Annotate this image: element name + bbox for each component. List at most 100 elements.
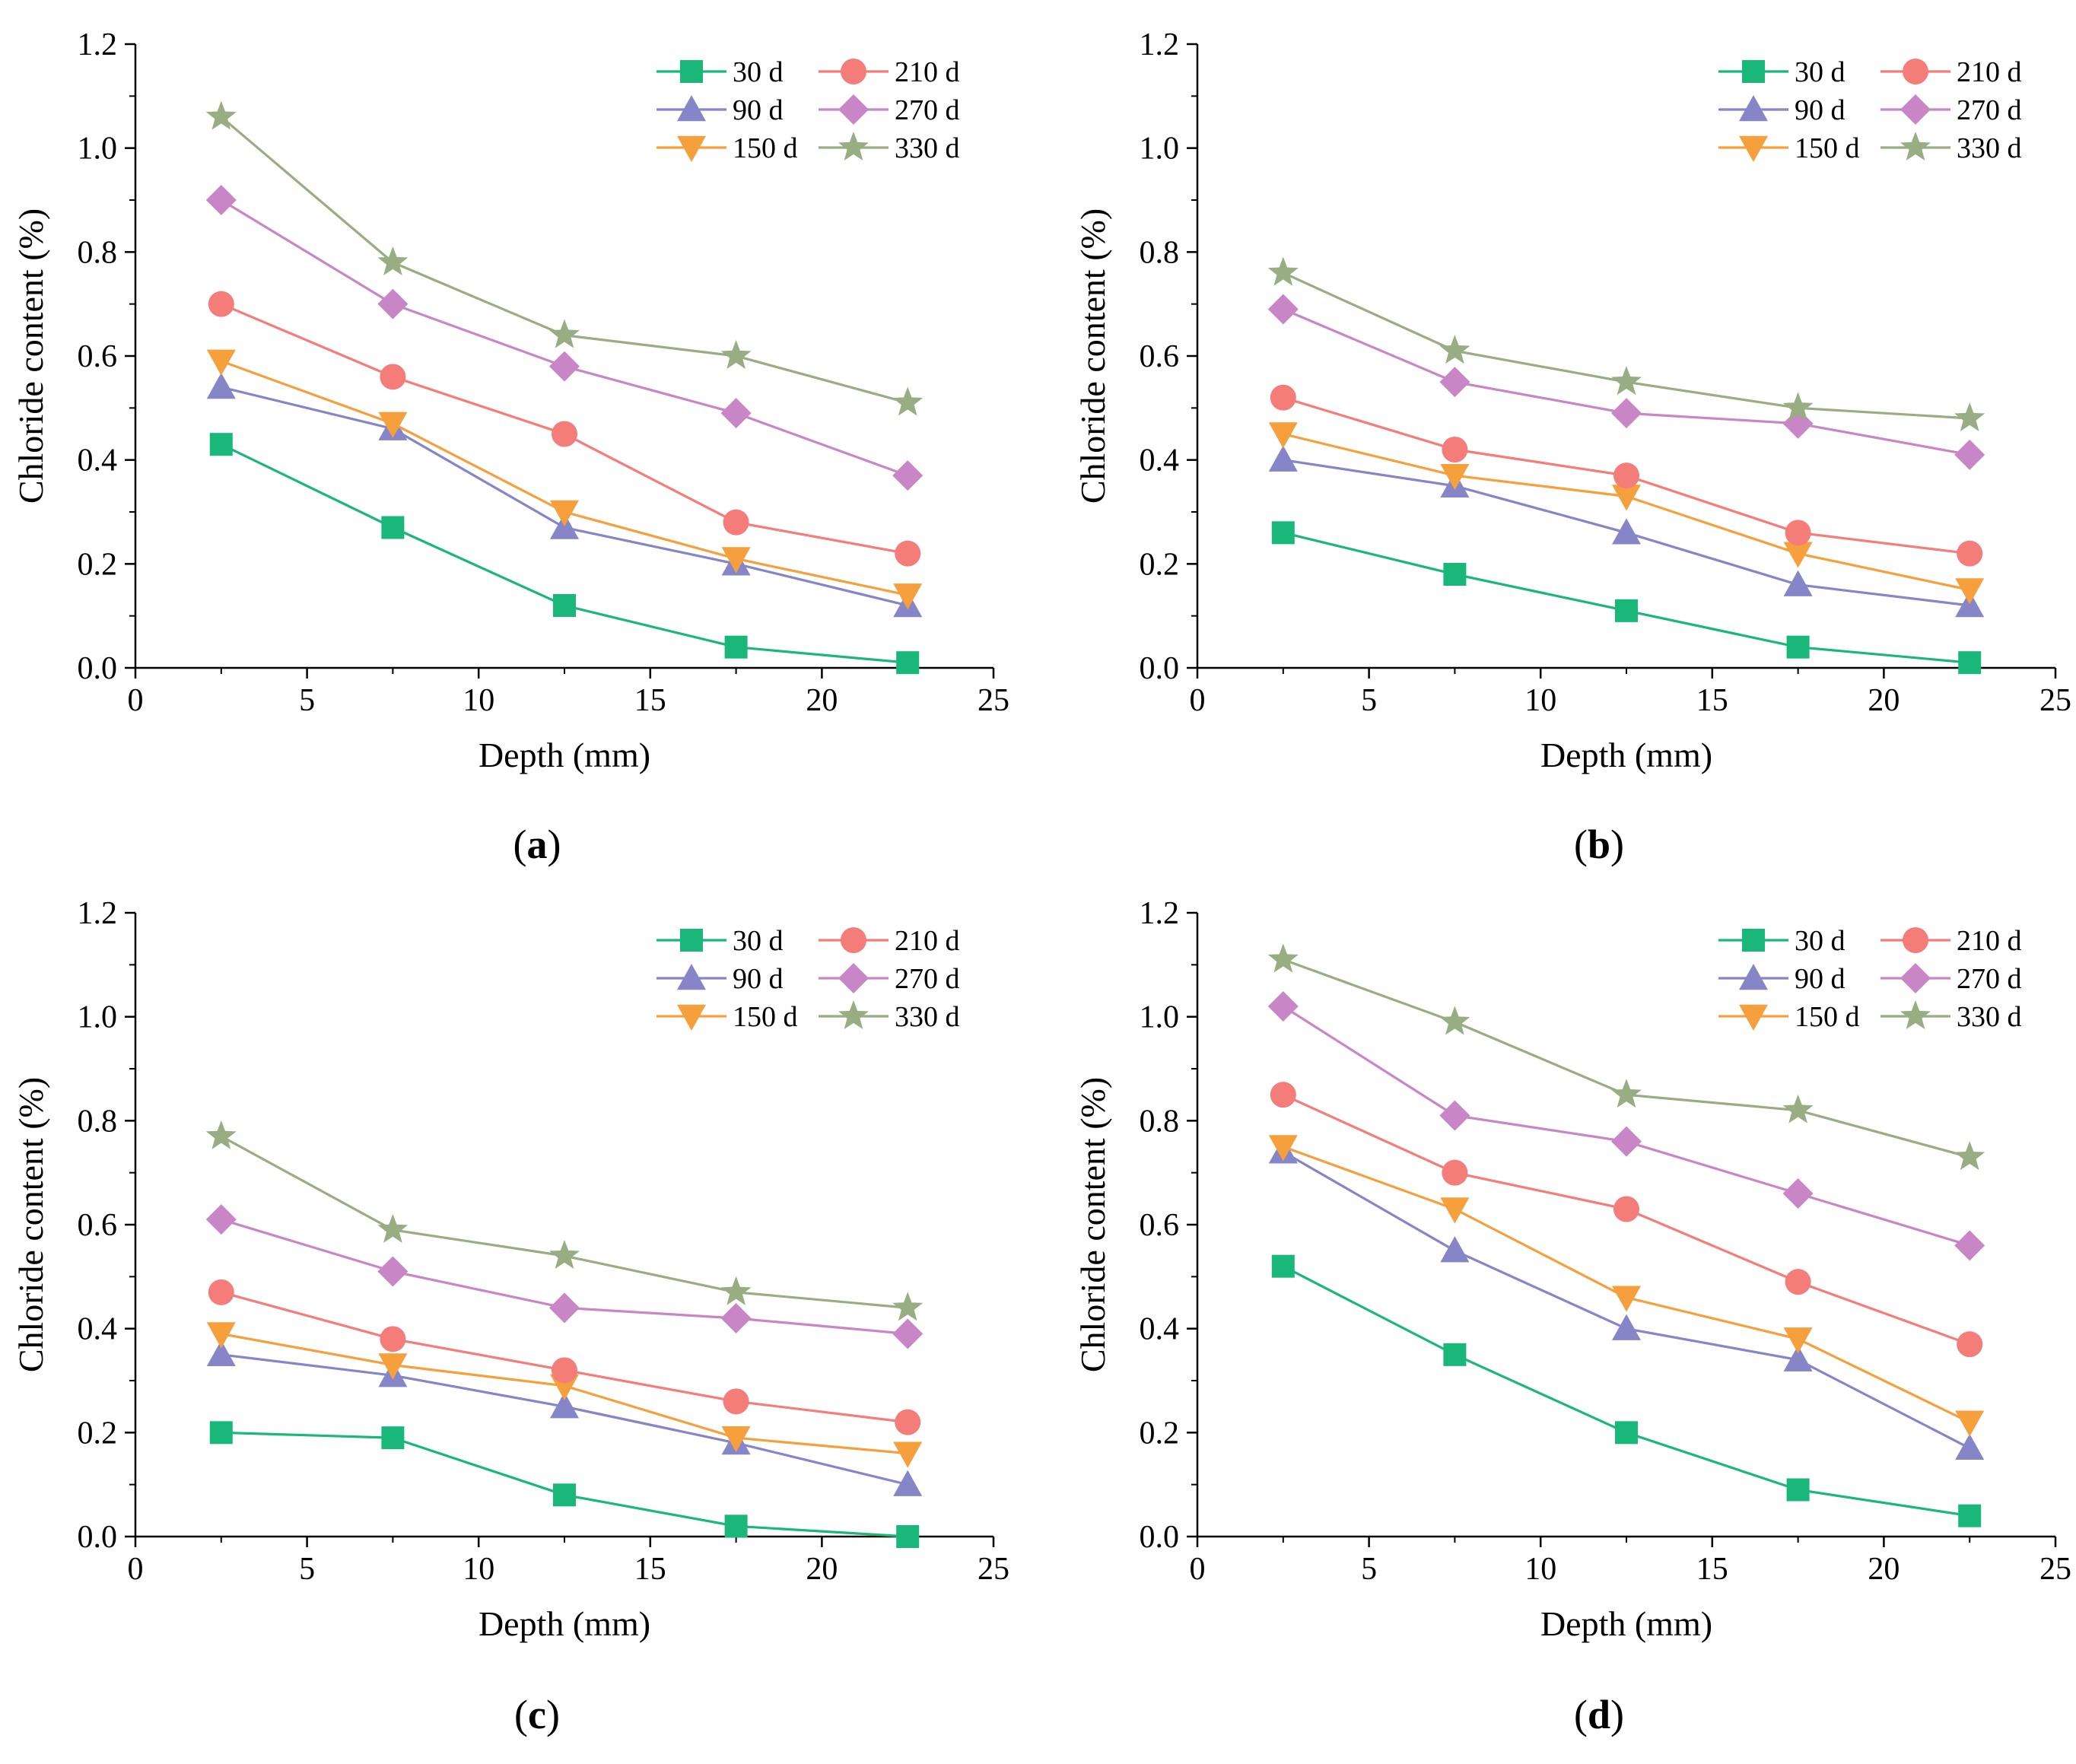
panel-label-open: ( xyxy=(1574,1692,1588,1737)
y-tick-label: 1.0 xyxy=(78,132,118,167)
chart-panel-d: 0 5 10 15 20 25 0.0 0.2 0.4 0.6 0.8 1.0 1.2 Depth (mm… xyxy=(1073,896,2071,1643)
y-tick-label: 0.2 xyxy=(78,1416,118,1451)
x-axis-title: Depth (mm) xyxy=(1540,736,1712,774)
data-point xyxy=(1955,578,1985,605)
legend-marker xyxy=(1900,132,1931,161)
data-point xyxy=(724,1514,748,1538)
y-tick-label: 1.2 xyxy=(1140,896,1180,931)
legend-label: 330 d xyxy=(1957,1001,2022,1033)
data-point xyxy=(377,246,409,275)
data-point xyxy=(895,1409,921,1435)
x-tick-label: 25 xyxy=(2039,1552,2071,1587)
y-tick-label: 1.2 xyxy=(78,896,118,931)
legend-marker xyxy=(1739,1004,1768,1031)
x-tick-label: 20 xyxy=(806,1552,838,1587)
data-point xyxy=(1439,335,1470,364)
data-point xyxy=(205,1120,237,1149)
legend-marker xyxy=(838,94,869,125)
data-point xyxy=(549,319,580,348)
chart-panel-a: 0 5 10 15 20 25 0.0 0.2 0.4 0.6 0.8 1.0 1.2 Depth (mm… xyxy=(11,27,1009,774)
data-point xyxy=(896,1525,920,1548)
legend-label: 150 d xyxy=(733,1001,798,1033)
x-tick-label: 5 xyxy=(299,683,315,718)
data-point xyxy=(1440,1236,1470,1263)
y-axis-title: Chloride content (%) xyxy=(1073,208,1112,504)
y-axis-title: Chloride content (%) xyxy=(1073,1077,1112,1372)
data-point xyxy=(209,1421,233,1445)
panel-label-letter: d xyxy=(1588,1692,1610,1737)
x-tick-label: 15 xyxy=(634,683,666,718)
x-tick-label: 20 xyxy=(1868,1552,1900,1587)
y-tick-label: 0.6 xyxy=(78,339,118,374)
y-tick-label: 0.8 xyxy=(78,235,118,270)
y-tick-label: 1.0 xyxy=(1140,1000,1180,1035)
data-point xyxy=(206,373,236,399)
data-point xyxy=(1271,1254,1295,1278)
data-point xyxy=(377,1256,409,1287)
x-tick-label: 0 xyxy=(1190,1552,1206,1587)
y-tick-label: 0.0 xyxy=(78,651,118,686)
data-point xyxy=(549,1292,580,1324)
x-tick-label: 5 xyxy=(1361,1552,1377,1587)
data-point xyxy=(553,1483,576,1507)
data-point xyxy=(552,1357,577,1384)
legend-marker xyxy=(1900,963,1931,993)
series-line-30d xyxy=(221,443,908,664)
y-tick-label: 0.8 xyxy=(1140,235,1180,270)
legend-marker xyxy=(677,95,706,122)
legend-label: 270 d xyxy=(1957,963,2022,995)
legend-marker xyxy=(1900,1000,1931,1029)
data-point xyxy=(1611,366,1642,396)
data-point xyxy=(1957,1331,1983,1358)
data-point xyxy=(1613,462,1639,489)
legend-label: 330 d xyxy=(895,132,960,164)
legend-label: 150 d xyxy=(1795,1001,1860,1033)
data-point xyxy=(1611,398,1642,429)
panel-label: (b) xyxy=(1574,822,1624,867)
y-tick-label: 0.6 xyxy=(1140,1208,1180,1243)
data-point xyxy=(1954,1230,1985,1261)
data-point xyxy=(1270,384,1296,411)
x-tick-label: 15 xyxy=(1696,1552,1728,1587)
legend: 30 d 90 d 150 d 210 d 270 d 330 d xyxy=(1718,56,2022,164)
x-tick-label: 20 xyxy=(1868,683,1900,718)
y-tick-label: 1.0 xyxy=(78,1000,118,1035)
data-point xyxy=(1267,991,1299,1022)
panel-label-close: ) xyxy=(546,1692,560,1737)
panel-label: (c) xyxy=(514,1692,560,1737)
data-point xyxy=(380,1326,406,1352)
legend-label: 330 d xyxy=(895,1001,960,1033)
panel-label-close: ) xyxy=(548,822,561,867)
legend-marker xyxy=(1742,60,1765,83)
data-point xyxy=(893,1441,923,1468)
data-point xyxy=(1271,521,1295,545)
x-tick-label: 25 xyxy=(978,1552,1009,1587)
chart-panel-b: 0 5 10 15 20 25 0.0 0.2 0.4 0.6 0.8 1.0 1.2 Depth (mm… xyxy=(1073,27,2071,774)
data-point xyxy=(1783,542,1813,568)
y-tick-label: 0.0 xyxy=(1140,651,1180,686)
y-tick-label: 0.6 xyxy=(1140,339,1180,374)
panel-label-open: ( xyxy=(513,822,527,867)
y-axis-title: Chloride content (%) xyxy=(11,1077,50,1372)
data-point xyxy=(1443,563,1467,586)
legend-label: 210 d xyxy=(895,925,960,957)
data-point xyxy=(1785,1269,1811,1295)
x-tick-label: 10 xyxy=(1524,1552,1556,1587)
legend: 30 d 90 d 150 d 210 d 270 d 330 d xyxy=(656,925,960,1033)
legend-label: 90 d xyxy=(733,94,784,126)
data-point xyxy=(549,351,580,382)
series-line-330d xyxy=(221,1135,908,1309)
y-tick-label: 1.2 xyxy=(1140,27,1180,62)
data-point xyxy=(377,288,409,319)
legend-marker xyxy=(1903,927,1928,953)
legend: 30 d 90 d 150 d 210 d 270 d 330 d xyxy=(1718,925,2022,1033)
data-point xyxy=(1267,294,1299,325)
legend-label: 90 d xyxy=(1795,963,1846,995)
y-tick-label: 1.0 xyxy=(1140,132,1180,167)
data-point xyxy=(1267,943,1299,973)
x-axis-title: Depth (mm) xyxy=(1540,1604,1712,1643)
data-point xyxy=(1440,1197,1470,1224)
data-point xyxy=(720,1303,752,1333)
data-point xyxy=(720,340,752,369)
y-axis-title: Chloride content (%) xyxy=(11,208,50,504)
